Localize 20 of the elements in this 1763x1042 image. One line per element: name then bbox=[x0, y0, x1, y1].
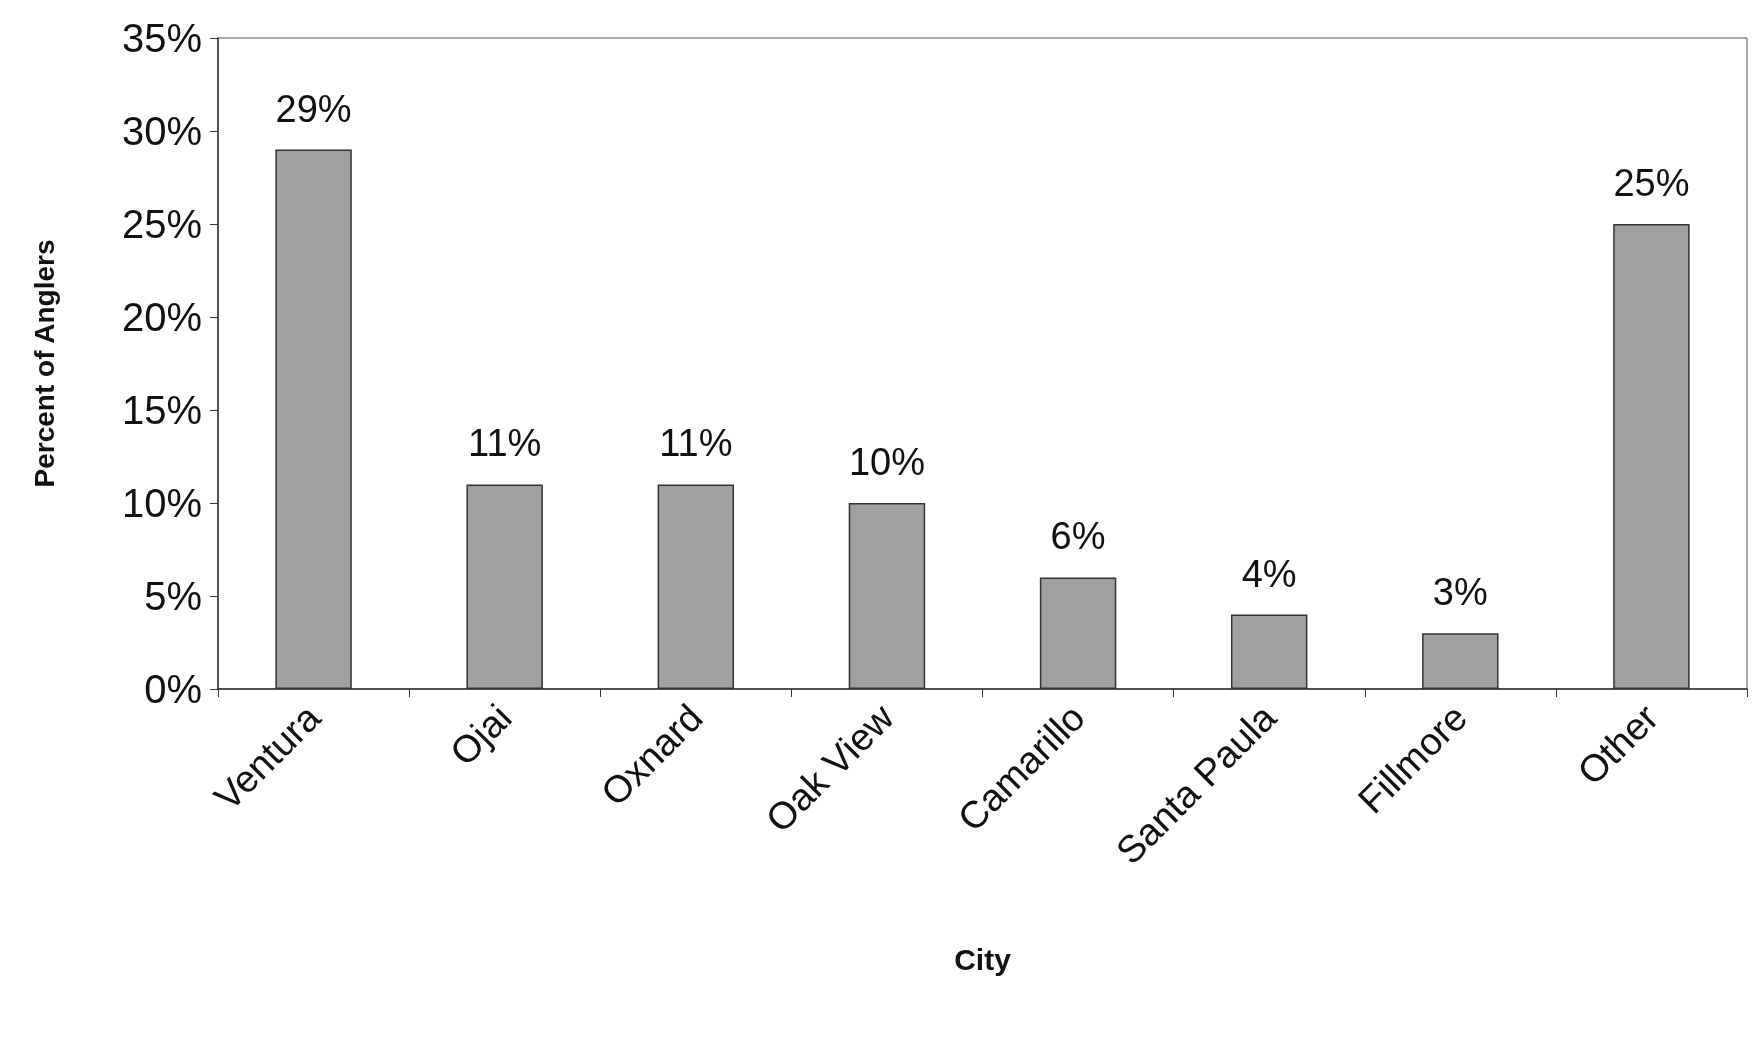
y-tick-label: 15% bbox=[121, 388, 202, 432]
data-label: 11% bbox=[468, 422, 542, 465]
data-label: 4% bbox=[1241, 552, 1297, 595]
y-tick-label: 30% bbox=[121, 109, 202, 153]
x-axis-title: City bbox=[954, 942, 1012, 976]
y-tick-label: 25% bbox=[121, 202, 202, 246]
data-label: 11% bbox=[659, 422, 733, 465]
x-tick-label: Oak View bbox=[757, 695, 903, 841]
x-tick-label: Ojai bbox=[442, 696, 520, 774]
data-label: 29% bbox=[275, 87, 352, 130]
y-tick-label: 0% bbox=[144, 667, 202, 711]
data-label: 3% bbox=[1432, 571, 1488, 614]
y-tick-label: 10% bbox=[121, 481, 202, 525]
y-tick-label: 35% bbox=[121, 16, 202, 60]
y-tick-label: 5% bbox=[144, 574, 202, 618]
y-tick-label: 20% bbox=[121, 295, 202, 339]
data-label: 6% bbox=[1050, 515, 1106, 558]
data-label: 25% bbox=[1613, 162, 1690, 204]
data-label: 10% bbox=[848, 441, 925, 483]
y-axis-title: Percent of Anglers bbox=[28, 239, 60, 488]
